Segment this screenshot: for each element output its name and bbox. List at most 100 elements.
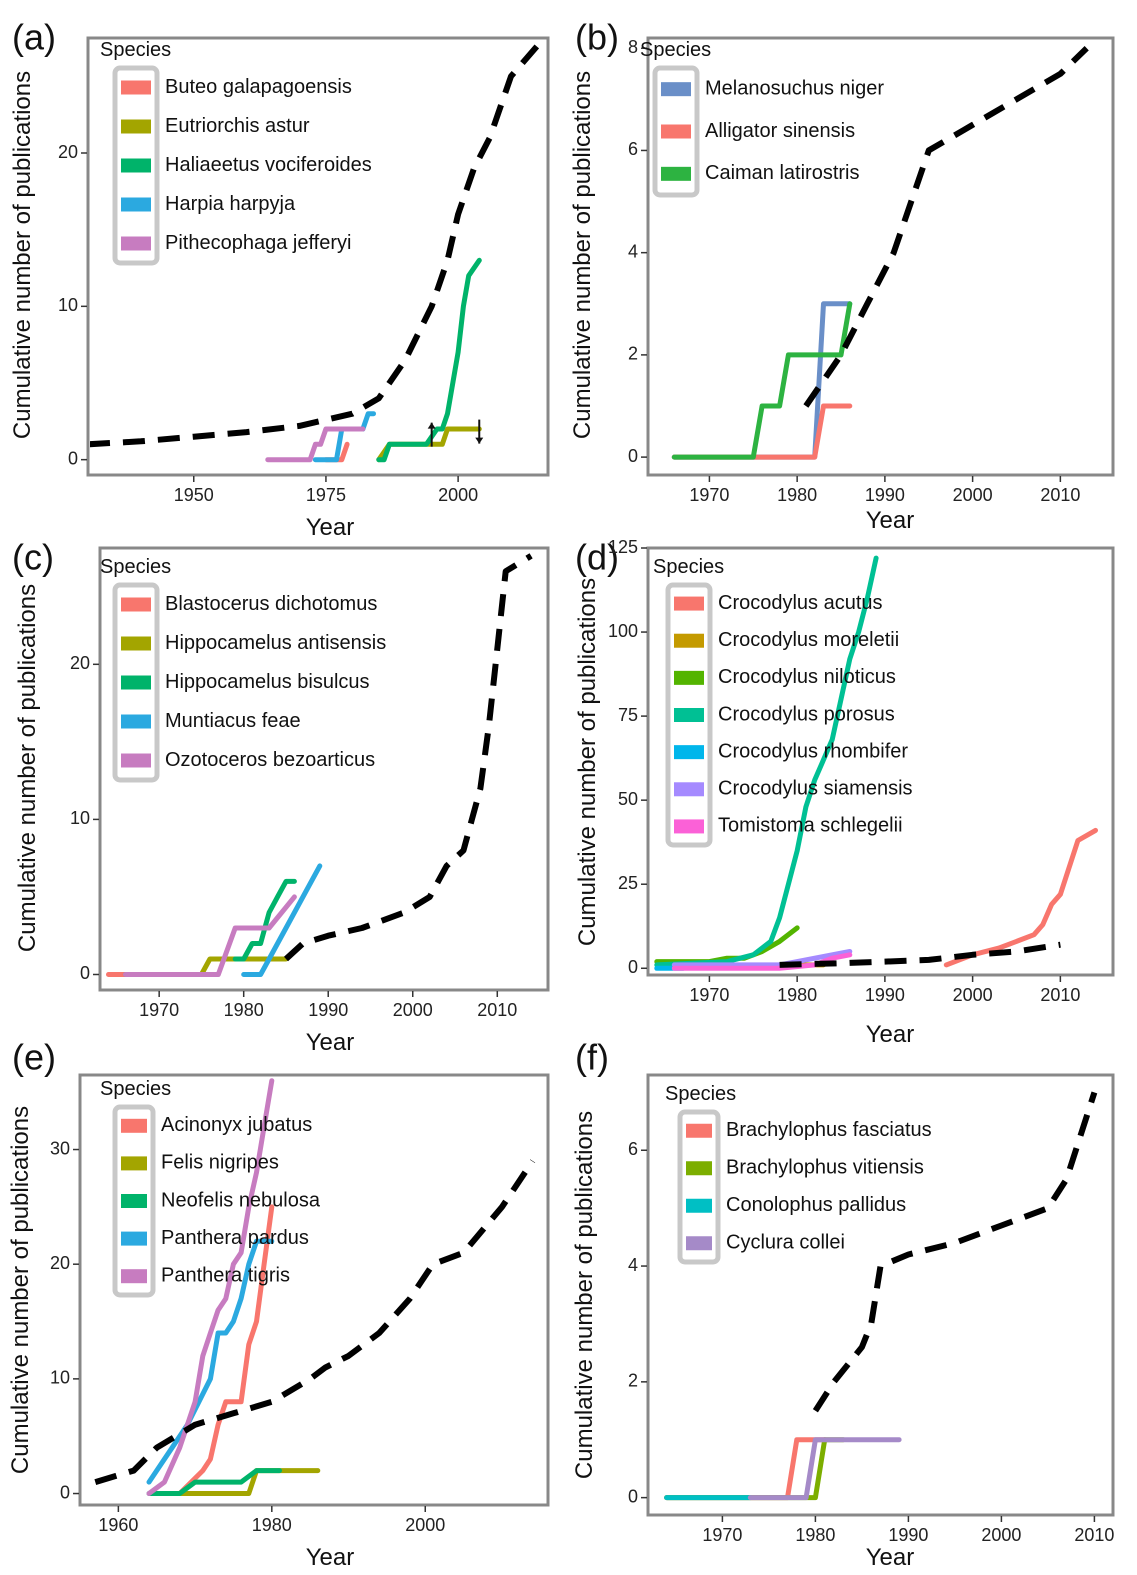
x-axis-title: Year: [866, 1021, 915, 1048]
overall-trend-line: [803, 46, 1089, 408]
y-tick-label: 20: [70, 653, 90, 673]
series-line-3: [232, 878, 297, 962]
legend-key-frame: [112, 65, 160, 266]
y-tick-label: 100: [608, 621, 638, 641]
legend-label: Pithecophaga jefferyi: [165, 232, 351, 254]
y-tick-label: 0: [80, 963, 90, 983]
legend-swatch: [674, 596, 704, 611]
annotation-arrowhead: [475, 437, 484, 444]
panel-label: (f): [575, 1037, 609, 1078]
series-line-6: [671, 949, 853, 968]
legend-title: Species: [100, 39, 171, 61]
x-tick-label: 1970: [689, 485, 729, 505]
y-axis-title: Cumulative number of publications: [571, 1111, 598, 1479]
legend-swatch: [121, 80, 151, 95]
panel-label: (c): [12, 537, 54, 578]
legend-label: Crocodylus acutus: [718, 592, 883, 614]
legend-title: Species: [100, 556, 171, 578]
legend-label: Buteo galapagoensis: [165, 76, 352, 98]
series-line-3: [671, 301, 853, 460]
legend-swatch: [674, 670, 704, 685]
x-tick-label: 1980: [795, 1525, 835, 1545]
x-tick-label: 2000: [953, 985, 993, 1005]
chart-panel-3: (c) Cumulative number of publications Year…: [12, 537, 550, 1056]
legend-title: Species: [100, 1078, 171, 1100]
legend-swatch: [661, 166, 691, 181]
legend-label: Cyclura collei: [726, 1232, 845, 1254]
y-tick-label: 10: [58, 295, 78, 315]
legend-swatch: [121, 119, 151, 134]
legend-swatch: [121, 597, 151, 612]
series-line-1: [671, 301, 853, 460]
series-line-1: [664, 1437, 828, 1501]
legend-label: Blastocerus dichotomus: [165, 593, 377, 615]
legend-swatch: [121, 197, 151, 212]
legend-label: Felis nigripes: [161, 1152, 279, 1174]
overall-trend-line: [779, 941, 1061, 968]
x-tick-label: 1970: [139, 1000, 179, 1020]
legend-title: Species: [665, 1083, 736, 1105]
data-lines: [664, 1091, 1098, 1501]
y-tick-label: 4: [628, 1255, 638, 1275]
chart-panel-5: (e) Cumulative number of publications Year…: [7, 1037, 550, 1571]
legend-swatch: [686, 1198, 712, 1213]
series-line-4: [241, 863, 323, 977]
legend: Species Melanosuchus niger Alligator sinen…: [640, 39, 884, 198]
y-tick-label: 50: [618, 789, 638, 809]
x-axis-title: Year: [866, 1544, 915, 1571]
y-axis-title: Cumulative number of publications: [574, 578, 601, 946]
plot-border: [98, 546, 550, 992]
legend-key-frame: [665, 582, 713, 848]
legend-label: Crocodylus moreletii: [718, 629, 899, 651]
panel-label: (b): [575, 17, 619, 58]
plot-border: [78, 1073, 550, 1507]
series-line-5: [146, 1078, 275, 1496]
legend: Species Blastocerus dichotomus Hippocamelu…: [100, 556, 386, 783]
legend-key-frame: [677, 1109, 721, 1265]
series-line-4: [747, 1437, 902, 1501]
legend-key-frame: [112, 1104, 156, 1298]
legend-swatch: [121, 1156, 147, 1171]
plot-border: [646, 36, 1115, 477]
legend-label: Brachylophus vitiensis: [726, 1157, 924, 1179]
overall-trend-line: [283, 553, 533, 962]
y-tick-label: 125: [608, 537, 638, 557]
x-axis-title: Year: [306, 1029, 355, 1056]
y-axis-title: Cumulative number of publications: [7, 1106, 34, 1474]
x-tick-label: 1975: [306, 485, 346, 505]
legend-label: Crocodylus siamensis: [718, 778, 913, 800]
legend-label: Crocodylus niloticus: [718, 666, 896, 688]
legend-swatch: [674, 745, 704, 760]
legend-label: Panthera pardus: [161, 1227, 309, 1249]
legend-swatch: [121, 158, 151, 173]
y-axis-title: Cumulative number of publications: [14, 584, 41, 952]
legend-swatch: [686, 1236, 712, 1251]
legend-swatch: [686, 1161, 712, 1176]
series-line-5: [265, 426, 366, 463]
x-tick-label: 1980: [777, 485, 817, 505]
y-tick-label: 20: [58, 142, 78, 162]
x-tick-label: 1990: [888, 1525, 928, 1545]
legend-label: Crocodylus porosus: [718, 703, 895, 725]
legend-title: Species: [640, 39, 711, 61]
y-tick-label: 0: [628, 446, 638, 466]
legend-label: Panthera tigris: [161, 1264, 290, 1286]
legend-label: Alligator sinensis: [705, 120, 855, 142]
legend-swatch: [121, 1269, 147, 1284]
legend-label: Tomistoma schlegelii: [718, 815, 903, 837]
x-tick-label: 1970: [702, 1525, 742, 1545]
overall-trend-line: [90, 43, 540, 448]
legend-label: Crocodylus rhombifer: [718, 740, 908, 762]
x-tick-label: 2010: [477, 1000, 517, 1020]
x-tick-label: 1990: [865, 485, 905, 505]
series-line-1: [161, 1204, 275, 1496]
legend-label: Hippocamelus bisulcus: [165, 671, 370, 693]
x-tick-label: 2000: [981, 1525, 1021, 1545]
legend-label: Brachylophus fasciatus: [726, 1119, 932, 1141]
series-line-5: [122, 894, 297, 977]
x-tick-label: 2000: [953, 485, 993, 505]
y-tick-label: 25: [618, 873, 638, 893]
legend: Species Buteo galapagoensis Eutriorchis as…: [100, 39, 372, 266]
y-tick-label: 75: [618, 705, 638, 725]
legend-swatch: [674, 782, 704, 797]
